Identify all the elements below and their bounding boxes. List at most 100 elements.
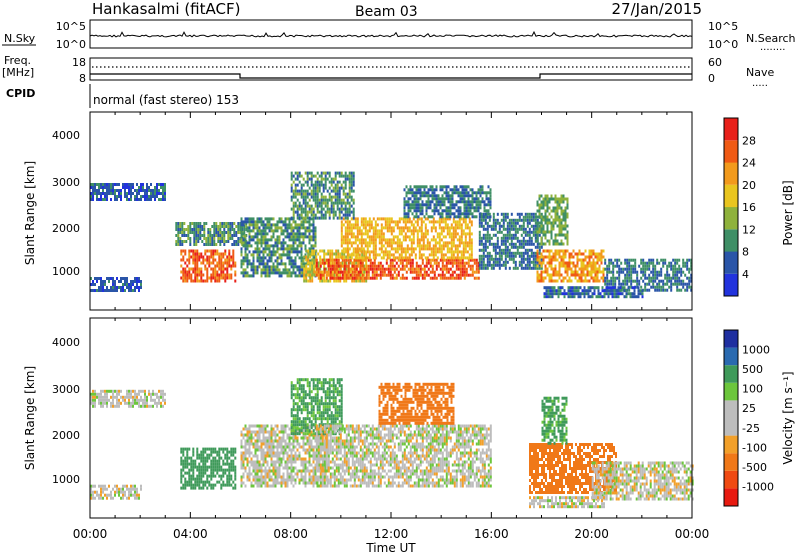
- power-cell-r6: [341, 276, 344, 280]
- power-cell-r13: [618, 270, 621, 274]
- freq-panel-frame: [89, 57, 693, 81]
- power-cell-r6: [451, 273, 454, 277]
- power-cell-r7: [470, 241, 473, 245]
- power-cell-r4: [274, 271, 277, 275]
- power-cell-r7: [356, 220, 359, 224]
- power-cell-r6: [389, 276, 392, 280]
- power-cell-r12: [562, 212, 565, 216]
- power-cell-r4: [246, 244, 249, 248]
- power-cell-r13: [622, 288, 625, 292]
- power-cell-r7: [452, 250, 455, 254]
- power-cell-r7: [448, 232, 451, 236]
- power-cell-r6: [355, 276, 358, 280]
- power-cell-r1: [96, 277, 98, 280]
- power-cell-r6: [329, 267, 332, 271]
- power-cell-r5: [317, 252, 320, 256]
- power-cell-r2: [186, 273, 189, 277]
- power-panel: Slant Range [km] 4000 3000 2000 1000: [23, 111, 693, 311]
- power-cell-r10: [510, 233, 513, 237]
- power-cell-r6: [419, 264, 422, 268]
- power-cell-r6: [459, 267, 462, 271]
- power-cell-r2: [184, 270, 187, 274]
- power-cell-r6: [431, 270, 434, 274]
- power-cell-r7: [402, 229, 405, 233]
- power-cell-r6: [337, 264, 340, 268]
- power-cell-r0: [104, 192, 106, 195]
- velocity-cell-r0: [148, 392, 150, 396]
- beam-title: Beam 03: [355, 4, 418, 20]
- velocity-cell-r0: [124, 401, 126, 405]
- power-cell-r7: [390, 226, 393, 230]
- power-cell-r5: [365, 252, 368, 256]
- power-cell-r11: [586, 267, 589, 271]
- velocity-cell-r0: [122, 398, 124, 402]
- power-cell-r13: [680, 267, 683, 271]
- power-cell-r7: [344, 229, 347, 233]
- power-cell-r2: [220, 252, 223, 256]
- power-cell-r0: [94, 186, 96, 189]
- power-cell-r13: [664, 258, 667, 262]
- power-cell-r4: [286, 256, 289, 260]
- velocity-cell-r0: [106, 398, 108, 402]
- velocity-cell-r1: [92, 496, 94, 500]
- power-cell-r14: [637, 292, 640, 296]
- power-cell-r10: [538, 245, 541, 249]
- power-cell-r12: [536, 230, 539, 234]
- power-cell-r14: [549, 292, 552, 296]
- power-cell-r9: [453, 212, 456, 216]
- power-cell-r10: [524, 212, 527, 216]
- power-cell-r2: [222, 261, 225, 265]
- power-cell-r6: [419, 267, 422, 271]
- power-cell-r2: [188, 258, 191, 262]
- power-cell-r5: [329, 252, 332, 256]
- power-cell-r7: [470, 256, 473, 260]
- power-cell-r4: [302, 220, 305, 224]
- power-cell-r8: [298, 201, 301, 205]
- power-cell-r10: [496, 260, 499, 264]
- power-cell-r5: [355, 252, 358, 256]
- power-cell-r9: [427, 203, 430, 207]
- power-cell-r11: [558, 276, 561, 280]
- power-cell-r10: [528, 254, 531, 258]
- power-cell-r8: [302, 189, 305, 193]
- power-cell-r7: [450, 226, 453, 230]
- power-cell-r4: [250, 274, 253, 278]
- power-cell-r9: [455, 215, 458, 219]
- power-cell-r6: [357, 264, 360, 268]
- power-cell-r10: [482, 245, 485, 249]
- power-cell-r5: [365, 261, 368, 265]
- power-cell-r0: [94, 192, 96, 195]
- power-cell-r8: [322, 207, 325, 211]
- power-cell-r10: [488, 263, 491, 267]
- power-cell-r7: [468, 232, 471, 236]
- power-cell-r13: [662, 288, 665, 292]
- power-cell-r13: [630, 270, 633, 274]
- power-cell-r7: [384, 217, 387, 221]
- power-cell-r7: [388, 244, 391, 248]
- power-cell-r8: [350, 174, 353, 178]
- power-cell-r10: [478, 254, 481, 258]
- power-cell-r12: [546, 215, 549, 219]
- power-cell-r10: [486, 212, 489, 216]
- power-cell-r7: [346, 238, 349, 242]
- power-cell-r14: [549, 295, 552, 299]
- power-cell-r8: [326, 189, 329, 193]
- velocity-cell-r0: [92, 389, 94, 393]
- power-cell-r8: [314, 183, 317, 187]
- power-cell-r13: [632, 267, 635, 271]
- power-cell-r13: [652, 267, 655, 271]
- power-cell-r0: [156, 189, 158, 192]
- power-cell-r6: [345, 276, 348, 280]
- power-cell-r12: [536, 239, 539, 243]
- power-cell-r4: [304, 229, 307, 233]
- power-cell-r9: [487, 200, 490, 204]
- power-cell-r8: [346, 210, 349, 214]
- power-cell-r12: [562, 242, 565, 246]
- power-cell-r10: [512, 266, 515, 270]
- power-cell-r7: [350, 256, 353, 260]
- power-cell-r6: [331, 273, 334, 277]
- power-cell-r11: [536, 258, 539, 262]
- power-cell-r2: [224, 279, 227, 283]
- power-cell-r13: [624, 273, 627, 277]
- power-cell-r6: [397, 258, 400, 262]
